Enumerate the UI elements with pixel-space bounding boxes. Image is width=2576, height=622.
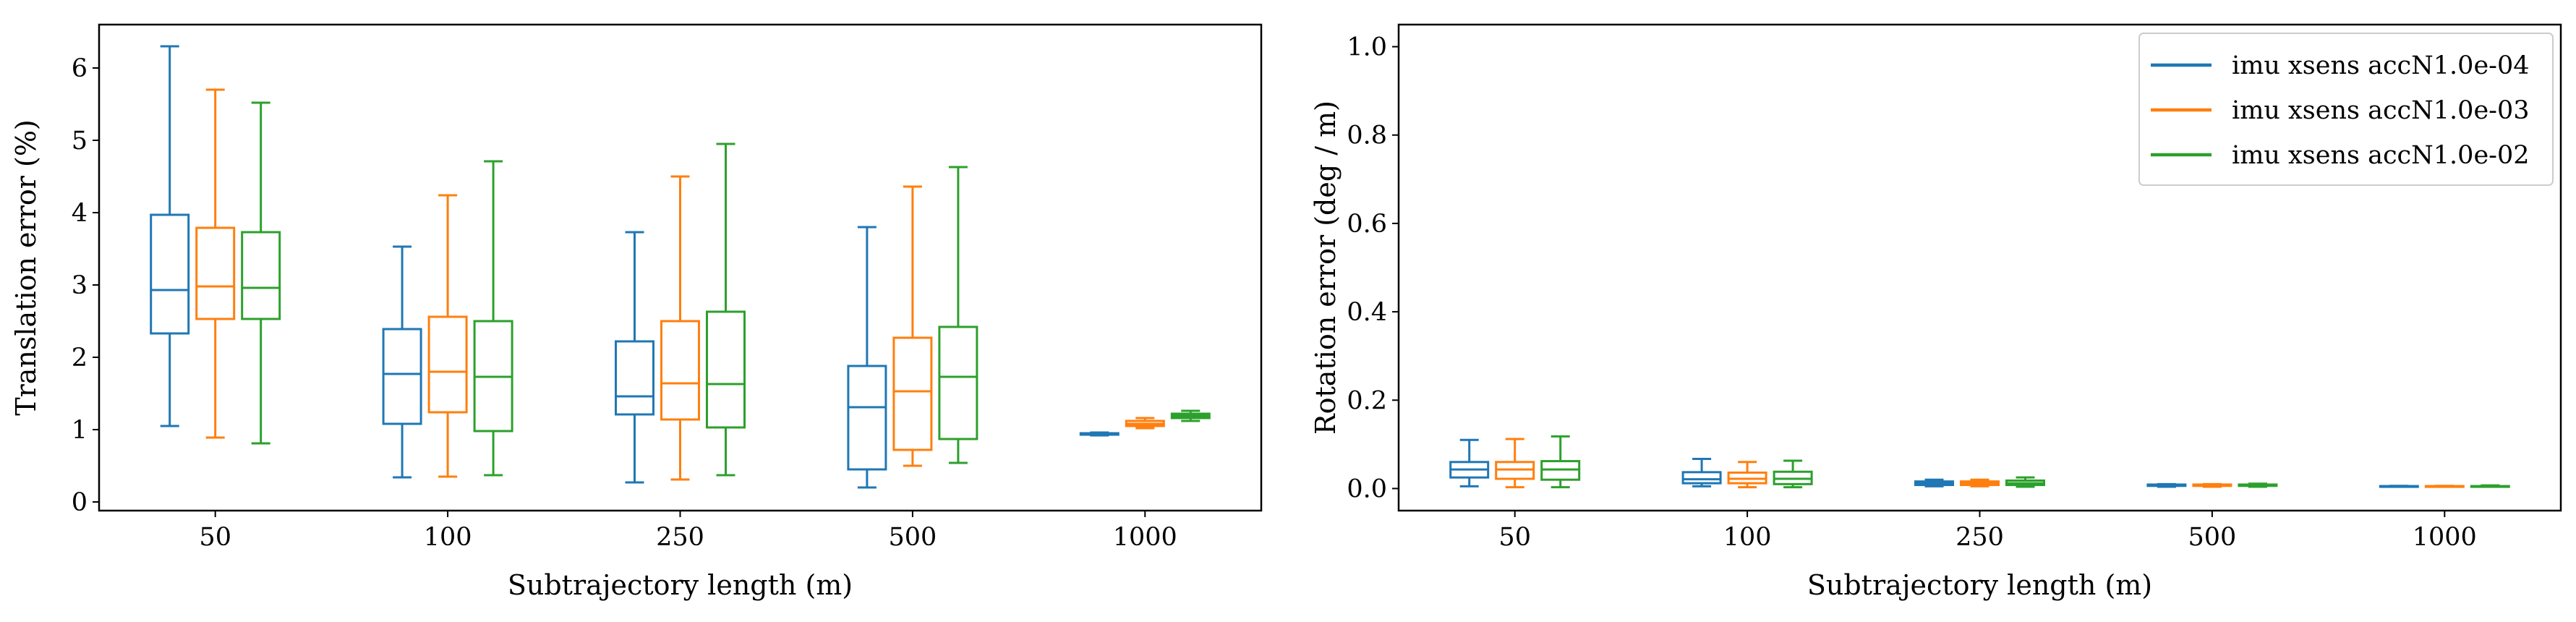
- box-100: [1773, 459, 1813, 489]
- iqr-box: [847, 365, 887, 471]
- iqr-box: [706, 310, 746, 429]
- box-50: [150, 45, 190, 427]
- box-50: [241, 101, 281, 445]
- y-tick-label: 2: [72, 344, 88, 372]
- legend-frame: [2138, 33, 2554, 186]
- iqr-box: [427, 315, 468, 414]
- iqr-box: [892, 336, 933, 451]
- y-tick-label: 0.2: [1347, 386, 1387, 415]
- box-250: [1960, 478, 2000, 487]
- series-2-boxes: [241, 101, 1211, 477]
- iqr-box: [241, 231, 281, 320]
- legend-label-0: imu xsens accN1.0e-04: [2232, 51, 2530, 80]
- x-tick-label: 100: [424, 523, 472, 552]
- y-tick-label: 4: [72, 199, 88, 228]
- box-500: [2146, 482, 2187, 488]
- series-1-boxes: [1495, 438, 2465, 489]
- box-500: [847, 226, 887, 489]
- box-1000: [2470, 484, 2510, 488]
- box-100: [473, 160, 513, 477]
- legend: imu xsens accN1.0e-04 imu xsens accN1.0e-…: [2138, 33, 2554, 186]
- box-100: [1681, 458, 1722, 487]
- box-500: [2192, 482, 2232, 488]
- box-1000: [2379, 485, 2419, 488]
- legend-label-1: imu xsens accN1.0e-03: [2232, 96, 2530, 125]
- y-tick-label: 1: [72, 416, 88, 445]
- series-1-boxes: [195, 88, 1165, 481]
- x-tick-label: 250: [656, 523, 704, 552]
- translation-error-plot: 0 1 2 3 4 5 6 50 100 250 500 1000 Subtrajectory leng…: [10, 23, 1263, 601]
- y-tick-label: 0.4: [1347, 298, 1387, 327]
- x-axis-label: Subtrajectory length (m): [1807, 569, 2152, 601]
- x-tick-label: 50: [199, 523, 231, 552]
- x-tick-label: 250: [1956, 523, 2004, 552]
- iqr-box: [1681, 471, 1722, 485]
- box-500: [2238, 482, 2278, 488]
- y-axis-label: Translation error (%): [10, 119, 42, 416]
- box-500: [938, 166, 978, 464]
- box-250: [2005, 476, 2045, 488]
- legend-label-2: imu xsens accN1.0e-02: [2232, 141, 2530, 170]
- x-axis-label: Subtrajectory length (m): [508, 569, 853, 601]
- box-1000: [2424, 485, 2465, 488]
- y-tick-label: 0: [72, 488, 88, 517]
- box-50: [1449, 438, 1490, 487]
- y-tick-label: 0.6: [1347, 210, 1387, 239]
- box-50: [1495, 438, 1535, 489]
- y-axis-label: Rotation error (deg / m): [1310, 101, 1342, 435]
- x-tick-label: 500: [888, 523, 937, 552]
- box-1000: [1125, 417, 1165, 430]
- y-tick-label: 1.0: [1347, 33, 1387, 62]
- iqr-box: [615, 340, 654, 416]
- rotation-error-plot: 0.0 0.2 0.4 0.6 0.8 1.0 50 100 250 500 1000 Subtraj…: [1310, 23, 2562, 601]
- iqr-box: [150, 213, 190, 335]
- box-250: [1914, 478, 1954, 487]
- y-tick-label: 0.0: [1347, 474, 1387, 503]
- box-50: [195, 88, 236, 439]
- y-tick-label: 0.8: [1347, 122, 1387, 150]
- box-1000: [1079, 431, 1119, 437]
- iqr-box: [660, 320, 700, 421]
- iqr-box: [195, 226, 236, 320]
- x-tick-label: 1000: [2413, 523, 2477, 552]
- box-1000: [1170, 409, 1211, 422]
- x-tick-label: 500: [2188, 523, 2236, 552]
- series-2-boxes: [1540, 435, 2510, 489]
- y-tick-label: 6: [72, 54, 88, 83]
- box-100: [382, 245, 422, 479]
- box-250: [706, 142, 746, 477]
- box-250: [660, 175, 700, 481]
- x-tick-label: 50: [1498, 523, 1531, 552]
- box-100: [427, 194, 468, 478]
- box-500: [892, 185, 933, 467]
- series-0-boxes: [1449, 438, 2419, 488]
- iqr-box: [938, 325, 978, 440]
- box-250: [615, 231, 654, 484]
- iqr-box: [382, 328, 422, 425]
- box-100: [1727, 461, 1767, 489]
- x-tick-label: 100: [1723, 523, 1772, 552]
- series-0-boxes: [150, 45, 1119, 489]
- x-tick-label: 1000: [1113, 523, 1177, 552]
- y-tick-label: 5: [72, 127, 88, 156]
- y-tick-label: 3: [72, 271, 88, 300]
- box-50: [1540, 435, 1581, 489]
